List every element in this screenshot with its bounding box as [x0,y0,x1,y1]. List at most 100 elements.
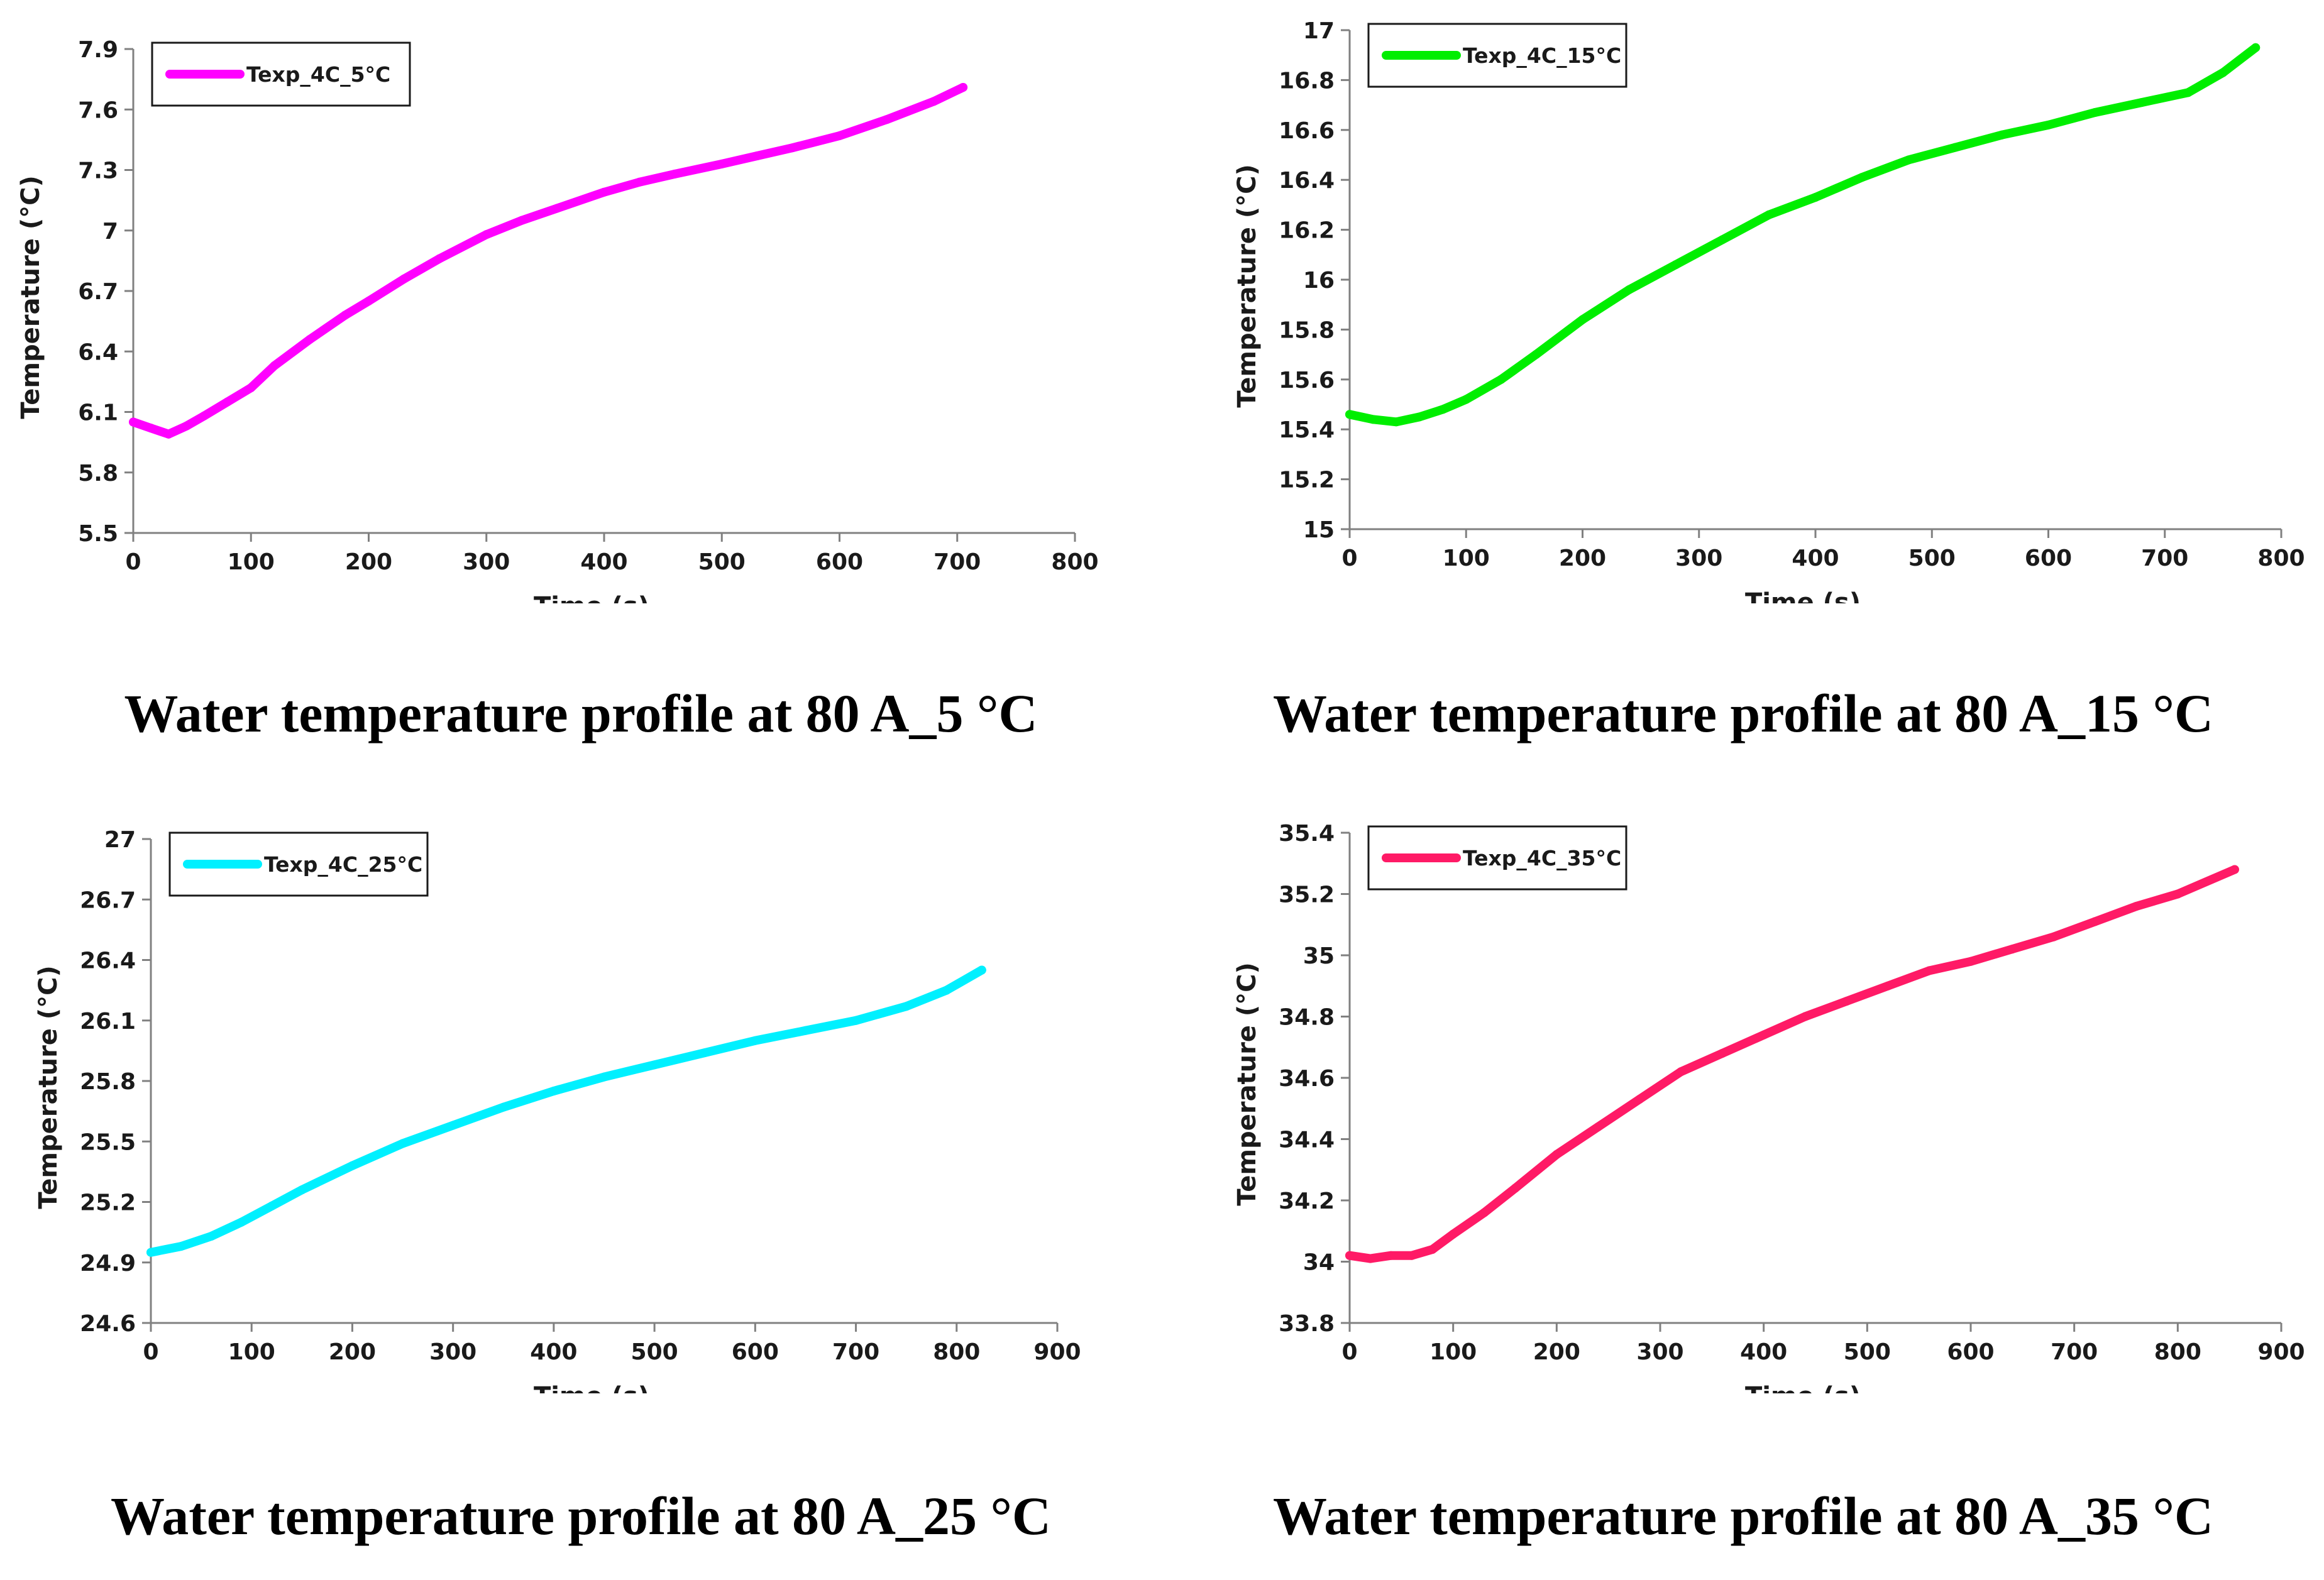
x-tick-label: 500 [1908,546,1956,571]
legend-label: Texp_4C_35°C [1463,846,1621,870]
y-tick-label: 16.4 [1279,168,1335,194]
x-tick-label: 700 [2051,1339,2098,1365]
data-point [1811,192,1820,202]
data-point [1925,966,1934,975]
x-axis-title: Time (s) [534,1382,649,1393]
legend-label: Texp_4C_5°C [246,62,390,87]
x-axis-title: Time (s) [1745,588,1861,603]
y-tick-label: 27 [104,827,136,853]
x-tick-label: 100 [228,549,275,575]
legend-box [1367,23,1627,88]
data-point [270,361,279,370]
data-point [700,1048,710,1058]
data-point [670,169,680,178]
data-point [2132,902,2141,911]
y-tick-label: 15.6 [1279,368,1335,393]
data-point [1438,405,1448,414]
data-point [177,1242,186,1251]
y-tick-label: 34 [1303,1250,1335,1276]
data-point [600,187,609,197]
data-point [1717,235,1727,244]
x-tick-label: 0 [125,549,141,575]
data-point [1415,412,1424,422]
data-point [1511,1183,1520,1193]
x-tick-label: 600 [2025,546,2072,571]
data-point [448,1121,458,1130]
data-point [267,1201,277,1210]
data-point [246,383,256,392]
data-point [1345,410,1354,419]
x-tick-label: 700 [832,1339,879,1365]
data-point [1345,1251,1354,1260]
series-line [1345,43,2261,427]
y-axis-title: Temperature (°C) [16,175,45,419]
x-tick-label: 700 [2141,546,2188,571]
data-point [801,1026,810,1035]
chart-caption: Water temperature profile at 80 A_25 °C [110,1486,1052,1546]
y-tick-label: 15.8 [1279,317,1335,343]
data-point [348,1161,357,1170]
chart-panel-2: 15 15.2 15.4 15.6 15.8 16 16.2 16.4 16.6 16.8 17 0 1… [1162,0,2324,790]
data-point [717,159,727,168]
y-tick-label: 15 [1303,517,1335,543]
data-point [1496,375,1506,384]
x-tick-label: 200 [345,549,392,575]
data-point [2090,108,2100,118]
data-point [237,1217,246,1227]
data-point [1800,1012,1810,1021]
data-point [2218,68,2228,77]
y-tick-label: 16.8 [1279,68,1335,94]
x-axis-title: Time (s) [1745,1382,1861,1393]
chart-caption: Water temperature profile at 80 A_15 °C [1272,683,2214,743]
data-point [1369,415,1378,424]
data-point [752,151,762,161]
data-point [146,424,156,433]
x-tick-label: 600 [816,549,863,575]
data-point [942,985,951,995]
x-tick-label: 900 [2257,1339,2305,1365]
data-point [1594,1122,1603,1131]
data-point [835,131,844,140]
y-axis-title: Temperature (°C) [34,965,63,1209]
y-tick-label: 6.7 [78,279,118,305]
data-point [751,1036,760,1045]
data-point [364,297,373,306]
data-point [129,417,138,427]
data-point [341,310,350,320]
data-point [2090,917,2100,926]
y-tick-label: 34.2 [1279,1188,1335,1214]
chart-panel-3: 24.6 24.9 25.2 25.5 25.8 26.1 26.4 26.7 27 0 100 20… [0,790,1162,1580]
y-tick-label: 24.9 [80,1251,136,1276]
chart-2: 15 15.2 15.4 15.6 15.8 16 16.2 16.4 16.6 16.8 17 0 1… [1233,18,2305,603]
data-point [1858,173,1867,182]
x-tick-label: 800 [2154,1339,2201,1365]
data-point [1531,350,1541,359]
legend-label: Texp_4C_15°C [1463,43,1621,68]
x-tick-label: 100 [1443,546,1490,571]
x-tick-label: 400 [1792,546,1839,571]
data-point [788,143,797,153]
data-point [1448,1229,1458,1239]
x-tick-label: 400 [530,1339,577,1365]
data-point [482,230,491,239]
y-tick-label: 17 [1303,18,1335,44]
y-tick-label: 5.5 [78,521,118,547]
y-tick-label: 16.6 [1279,118,1335,144]
y-axis-title: Temperature (°C) [1233,962,1262,1206]
data-point [517,216,526,225]
data-point [223,397,232,407]
y-tick-label: 34.8 [1279,1005,1335,1031]
x-tick-label: 500 [1844,1339,1891,1365]
x-tick-label: 200 [1533,1339,1580,1365]
data-point [2137,98,2146,107]
x-tick-label: 800 [933,1339,980,1365]
data-point [2230,865,2239,874]
x-tick-label: 100 [228,1339,275,1365]
data-point [1966,957,1975,966]
series-line [1345,865,2239,1263]
chart-3: 24.6 24.9 25.2 25.5 25.8 26.1 26.4 26.7 27 0 100 20… [34,827,1081,1393]
x-tick-label: 300 [1636,1339,1683,1365]
data-point [2251,43,2261,52]
data-point [498,1102,508,1112]
data-point [977,965,986,975]
